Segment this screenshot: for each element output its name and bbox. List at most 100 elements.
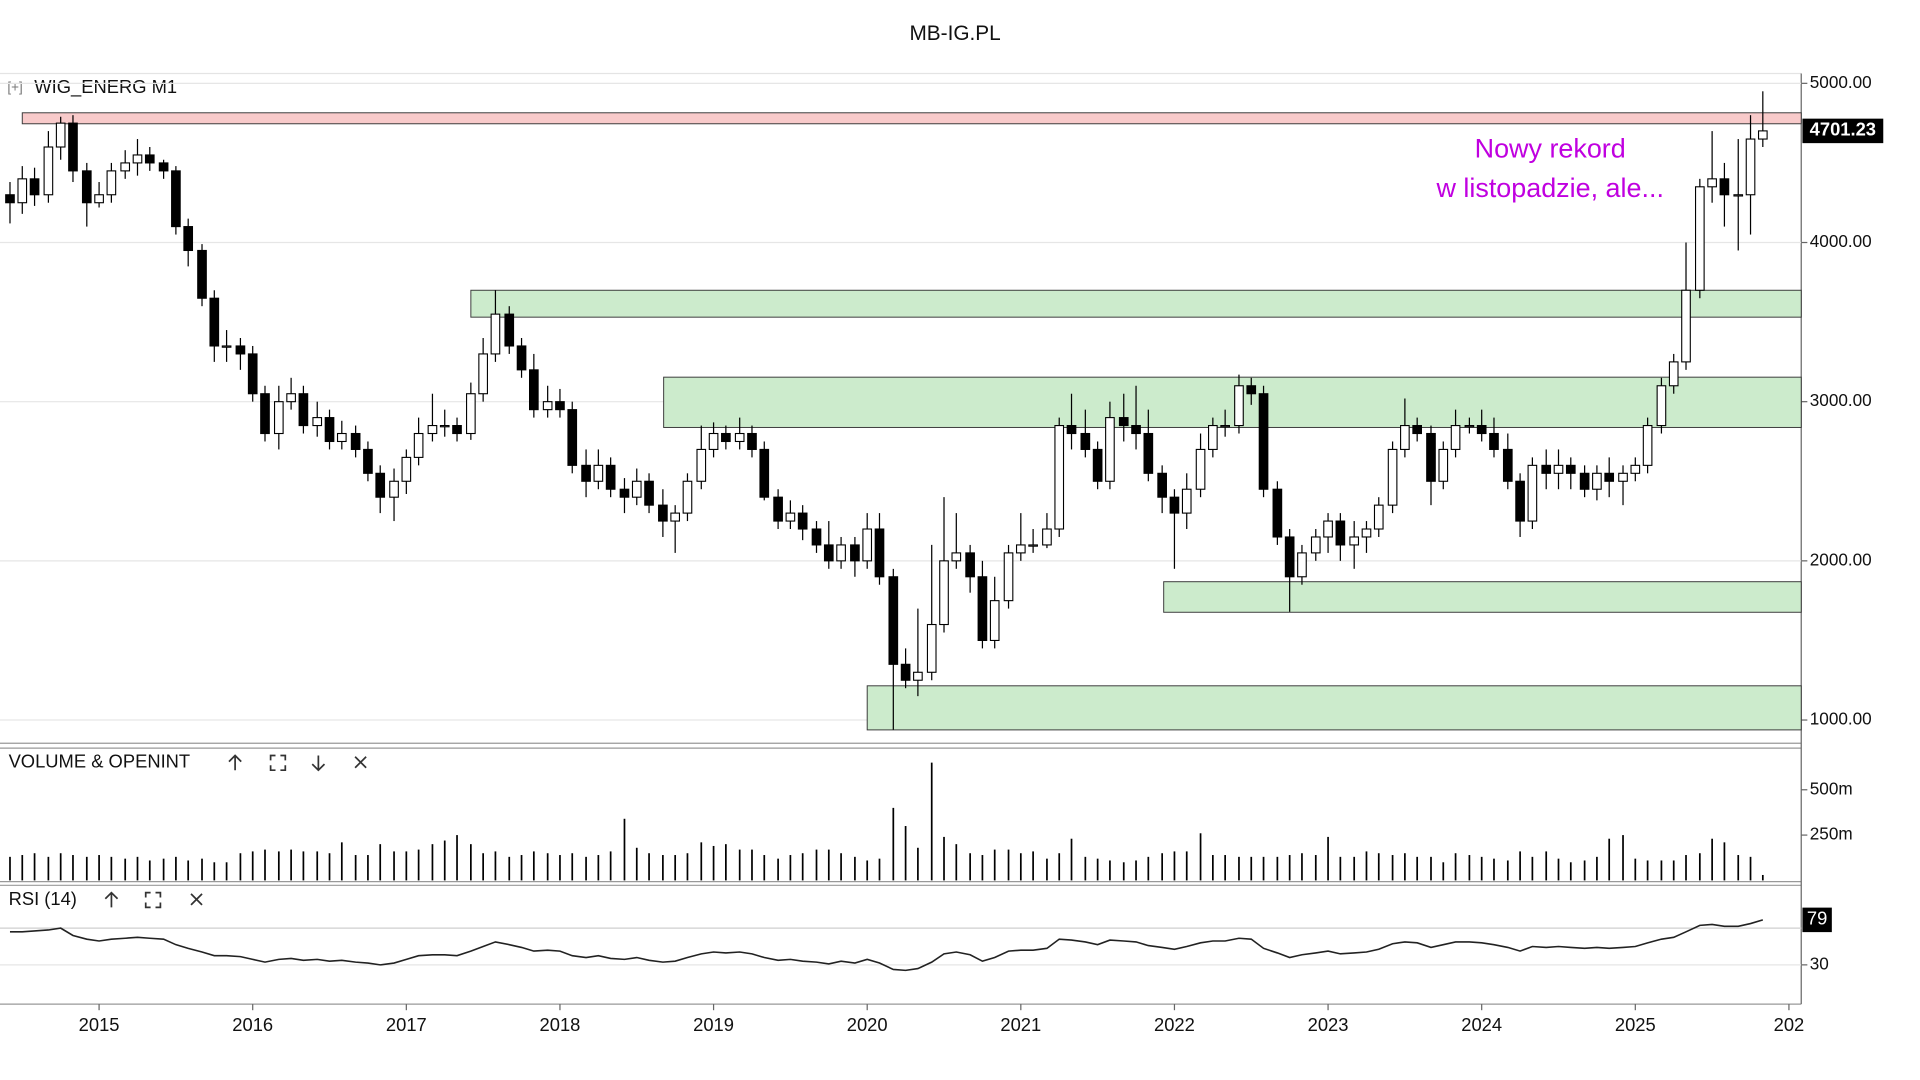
- candle-body: [1143, 432, 1154, 474]
- move-down-icon[interactable]: [311, 755, 326, 772]
- candle-body: [977, 576, 988, 641]
- candle-body: [235, 345, 246, 355]
- candle-body: [298, 393, 309, 427]
- candle-body: [900, 663, 911, 681]
- candle-body: [1373, 504, 1384, 530]
- candle-body: [273, 401, 284, 435]
- candle-body: [836, 544, 846, 562]
- candle-body: [1387, 448, 1398, 506]
- move-up-icon[interactable]: [104, 891, 119, 908]
- candle-body: [1220, 425, 1230, 428]
- candle-body: [286, 393, 296, 403]
- last-value-bg: [1802, 907, 1832, 933]
- panel-label: VOLUME & OPENINT: [9, 751, 191, 772]
- close-icon[interactable]: [190, 893, 203, 906]
- candle-body: [1719, 178, 1730, 196]
- zone: [663, 376, 1802, 428]
- candle-body: [797, 512, 808, 530]
- candle-body: [171, 170, 181, 228]
- candle-body: [1195, 448, 1206, 490]
- candle-body: [721, 432, 731, 443]
- candle-body: [183, 226, 194, 252]
- candle-body: [1681, 289, 1691, 363]
- maximize-icon[interactable]: [144, 891, 162, 909]
- candle-body: [106, 170, 117, 196]
- candle-body: [94, 194, 104, 204]
- candle-body: [1003, 552, 1014, 602]
- candle-body: [17, 178, 28, 204]
- zone: [866, 685, 1802, 731]
- annotation: w listopadzie, ale...: [1435, 173, 1663, 203]
- candle-body: [747, 432, 757, 450]
- candle-body: [375, 472, 386, 498]
- candle-body: [529, 369, 539, 411]
- candle-body: [1515, 480, 1525, 522]
- candle-body: [1579, 472, 1590, 490]
- candle-body: [785, 512, 796, 522]
- candle-body: [939, 560, 949, 626]
- candle-body: [913, 671, 923, 681]
- y-tick-label: 250m: [1810, 824, 1853, 844]
- last-price-bg: [1802, 118, 1884, 144]
- candle-body: [1310, 536, 1321, 554]
- candle-body: [427, 425, 438, 435]
- candle-body: [1707, 178, 1717, 188]
- candle-body: [1656, 385, 1667, 427]
- candle-body: [1400, 425, 1410, 450]
- candle-body: [29, 178, 40, 196]
- candle-body: [619, 488, 630, 498]
- candle-body: [1464, 425, 1475, 428]
- candle-body: [144, 154, 155, 164]
- candle-body: [1489, 432, 1499, 450]
- candle-body: [221, 345, 232, 348]
- candle-body: [1105, 417, 1115, 482]
- candle-body: [1502, 448, 1513, 482]
- candle-body: [823, 544, 834, 562]
- candle-body: [1284, 536, 1295, 578]
- candle-body: [1181, 488, 1192, 514]
- candle-body: [1015, 544, 1026, 554]
- x-tick-label: 2024: [1461, 1014, 1502, 1035]
- x-tick-label: 2020: [847, 1014, 888, 1035]
- candle-body: [516, 345, 527, 371]
- candle-body: [605, 464, 616, 490]
- candle-body: [312, 417, 323, 427]
- candle-body: [132, 154, 143, 164]
- candle-body: [1757, 130, 1768, 140]
- candle-body: [504, 313, 515, 347]
- candle-body: [1527, 464, 1538, 522]
- candle-body: [1476, 425, 1487, 435]
- candle-body: [1745, 138, 1756, 196]
- move-up-icon[interactable]: [228, 754, 242, 771]
- y-tick-label: 2000.00: [1810, 549, 1872, 569]
- x-tick-label: 2017: [386, 1014, 427, 1035]
- candle-body: [350, 432, 361, 450]
- candle-body: [888, 576, 899, 665]
- zone: [1163, 581, 1802, 613]
- panel-expand[interactable]: [+]: [7, 80, 22, 95]
- candle-body: [989, 600, 1000, 641]
- candle-body: [1553, 464, 1564, 474]
- candle-body: [759, 448, 770, 498]
- panel-label: WIG_ENERG M1: [34, 76, 177, 98]
- candle-body: [951, 552, 962, 562]
- candle-body: [1604, 472, 1615, 482]
- candle-body: [1642, 425, 1653, 466]
- close-icon[interactable]: [354, 756, 367, 769]
- candle-body: [593, 464, 604, 482]
- maximize-icon[interactable]: [269, 754, 287, 772]
- candle-body: [1323, 520, 1333, 538]
- candle-body: [1565, 464, 1576, 474]
- x-tick-label: 2018: [540, 1014, 581, 1035]
- candle-body: [555, 401, 565, 411]
- panel-controls: [104, 754, 367, 909]
- candle-body: [158, 162, 169, 172]
- chart-title: MB-IG.PL: [909, 22, 1000, 45]
- y-tick-label: 4000.00: [1810, 231, 1872, 251]
- candle-body: [1042, 528, 1052, 546]
- candle-body: [1272, 488, 1283, 538]
- candle-body: [478, 353, 488, 395]
- candle-body: [490, 313, 501, 355]
